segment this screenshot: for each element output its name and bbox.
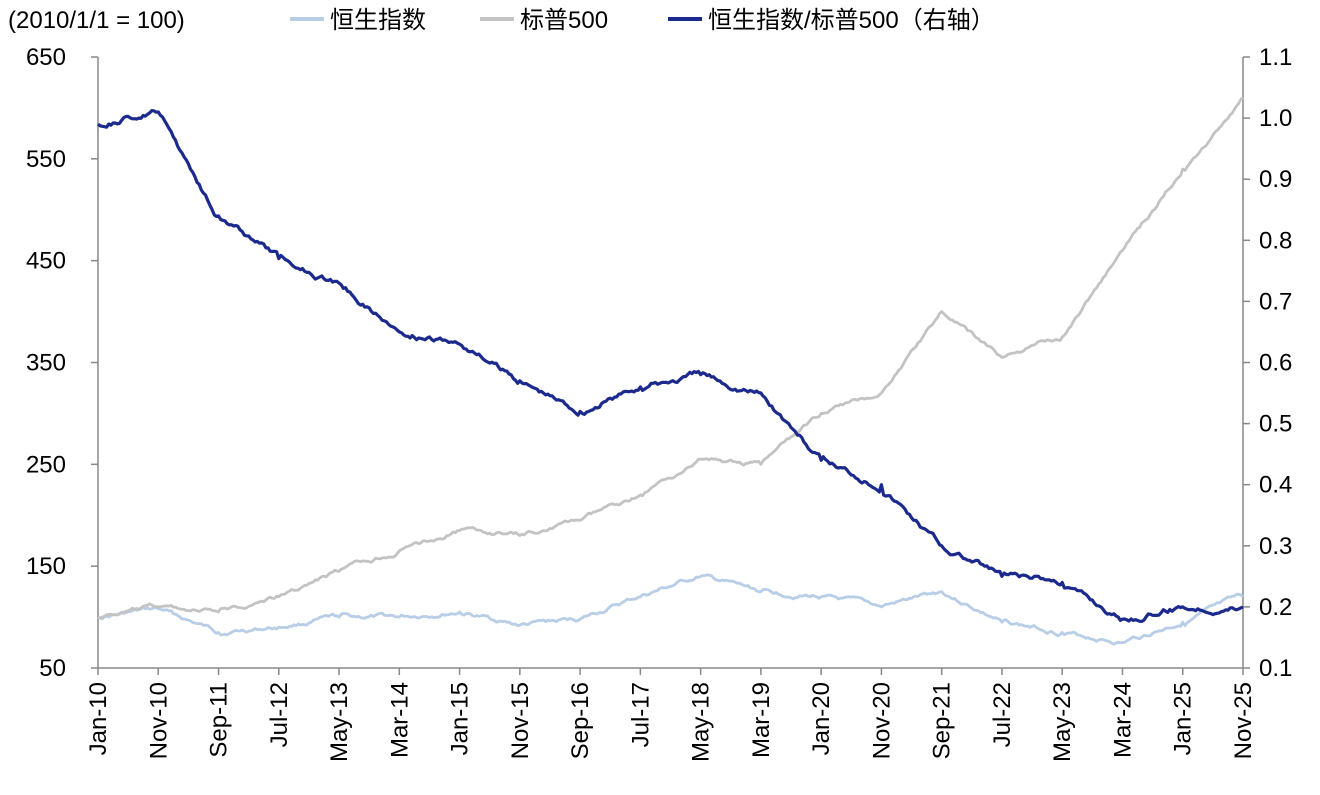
legend-label-hsi: 恒生指数 [330,7,426,34]
x-tick-label: May-18 [688,682,715,762]
left-tick-label: 250 [26,451,66,478]
x-tick-label: Mar-14 [386,682,413,758]
x-tick-label: Nov-10 [145,682,172,759]
left-tick-label: 350 [26,350,66,377]
x-tick-label: Jan-15 [447,682,474,755]
x-tick-label: Nov-25 [1230,682,1257,759]
x-tick-label: Jul-22 [989,682,1016,747]
right-tick-label: 1.1 [1259,44,1292,71]
series-layer [97,96,1244,646]
right-axis-ticks: 0.1 0.2 0.3 0.4 0.5 0.6 0.7 0.8 0.9 1.0 1.1 [1243,44,1292,682]
right-tick-label: 0.7 [1259,288,1292,315]
series-line-ratio [97,109,1244,623]
right-tick-label: 0.1 [1259,655,1292,682]
x-tick-label: Sep-11 [206,682,233,758]
right-tick-label: 1.0 [1259,105,1292,132]
x-tick-label: Mar-24 [1109,682,1136,758]
legend: 恒生指数 标普500 恒生指数/标普500（右轴） [290,7,995,34]
x-axis-ticks: Jan-10 Nov-10 Sep-11 Jul-12 May-13 Mar-14 Jan-… [85,668,1257,762]
right-tick-label: 0.3 [1259,533,1292,560]
left-axis-ticks: 50 150 250 350 450 550 650 [26,44,98,682]
legend-label-spx: 标普500 [520,7,608,34]
x-tick-label: Jul-17 [627,682,654,747]
x-tick-label: Jan-25 [1170,682,1197,755]
right-tick-label: 0.5 [1259,411,1292,438]
legend-label-ratio: 恒生指数/标普500（右轴） [708,7,995,34]
right-tick-label: 0.9 [1259,166,1292,193]
left-tick-label: 550 [26,146,66,173]
right-tick-label: 0.6 [1259,350,1292,377]
series-line-spx [97,96,1244,620]
x-tick-label: Mar-19 [748,682,775,758]
x-tick-label: Nov-15 [507,682,534,759]
x-tick-label: Jul-12 [266,682,293,747]
series-line-hsi [97,573,1244,646]
left-tick-label: 150 [26,553,66,580]
left-tick-label: 650 [26,44,66,71]
unit-note: (2010/1/1 = 100) [8,7,185,34]
x-tick-label: Sep-16 [567,682,594,759]
left-tick-label: 450 [26,248,66,275]
x-tick-label: Jan-10 [85,682,112,755]
x-tick-label: Jan-20 [808,682,835,755]
x-tick-label: May-23 [1049,682,1076,762]
right-tick-label: 0.2 [1259,594,1292,621]
right-tick-label: 0.8 [1259,227,1292,254]
left-tick-label: 50 [39,655,66,682]
x-tick-label: May-13 [326,682,353,762]
x-tick-label: Nov-20 [868,682,895,759]
right-tick-label: 0.4 [1259,472,1292,499]
x-tick-label: Sep-21 [929,682,956,759]
